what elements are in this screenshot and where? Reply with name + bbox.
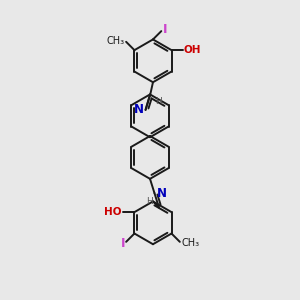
Text: N: N	[157, 187, 167, 200]
Text: H: H	[146, 197, 153, 206]
Text: I: I	[163, 23, 167, 36]
Text: CH₃: CH₃	[182, 238, 200, 248]
Text: HO: HO	[104, 207, 122, 217]
Text: I: I	[120, 236, 125, 250]
Text: H: H	[155, 97, 161, 106]
Text: CH₃: CH₃	[106, 36, 124, 46]
Text: N: N	[134, 103, 144, 116]
Text: OH: OH	[184, 45, 202, 55]
